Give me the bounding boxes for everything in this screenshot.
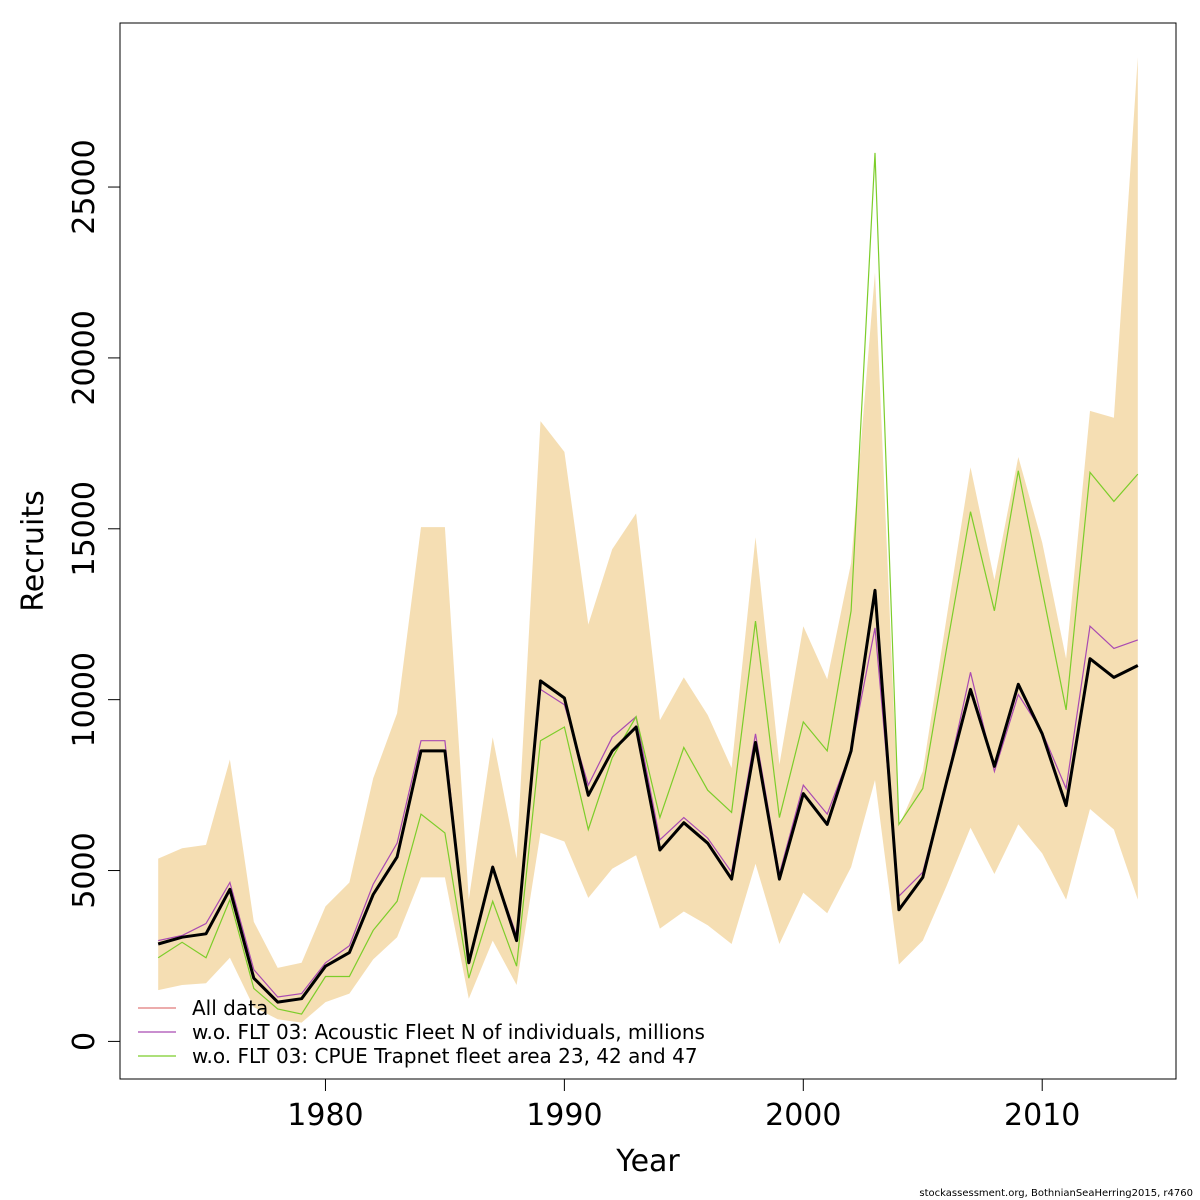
series-lines-layer bbox=[157, 152, 1139, 1015]
y-tick-label: 0 bbox=[67, 1032, 102, 1051]
y-tick-label: 20000 bbox=[67, 310, 102, 405]
y-tick-label: 10000 bbox=[67, 652, 102, 747]
legend-item: w.o. FLT 03: CPUE Trapnet fleet area 23,… bbox=[138, 1044, 698, 1068]
x-axis-title: Year bbox=[615, 1144, 680, 1179]
x-tick-label: 1990 bbox=[526, 1098, 602, 1133]
legend-label: w.o. FLT 03: CPUE Trapnet fleet area 23,… bbox=[192, 1044, 698, 1068]
x-tick-label: 2000 bbox=[765, 1098, 841, 1133]
series-line-3 bbox=[157, 152, 1139, 1015]
x-axis: 1980 1990 2000 2010 bbox=[287, 1078, 1080, 1133]
confidence-band-layer bbox=[158, 57, 1138, 1023]
y-tick-label: 25000 bbox=[67, 139, 102, 234]
legend-label: All data bbox=[192, 996, 268, 1020]
x-tick-label: 2010 bbox=[1004, 1098, 1080, 1133]
footer-source-text: stockassessment.org, BothnianSeaHerring2… bbox=[919, 1188, 1193, 1199]
series-line-2 bbox=[158, 624, 1139, 998]
y-tick-label: 15000 bbox=[67, 481, 102, 576]
legend-item: All data bbox=[138, 996, 268, 1020]
x-tick-label: 1980 bbox=[287, 1098, 363, 1133]
legend-label: w.o. FLT 03: Acoustic Fleet N of individ… bbox=[192, 1020, 705, 1044]
legend-item: w.o. FLT 03: Acoustic Fleet N of individ… bbox=[138, 1020, 705, 1044]
y-axis-title: Recruits bbox=[16, 490, 51, 612]
y-tick-label: 5000 bbox=[67, 832, 102, 908]
confidence-band bbox=[158, 57, 1138, 1023]
series-line-bold bbox=[157, 588, 1139, 1004]
y-axis: 0 5000 10000 15000 20000 25000 bbox=[67, 139, 121, 1051]
